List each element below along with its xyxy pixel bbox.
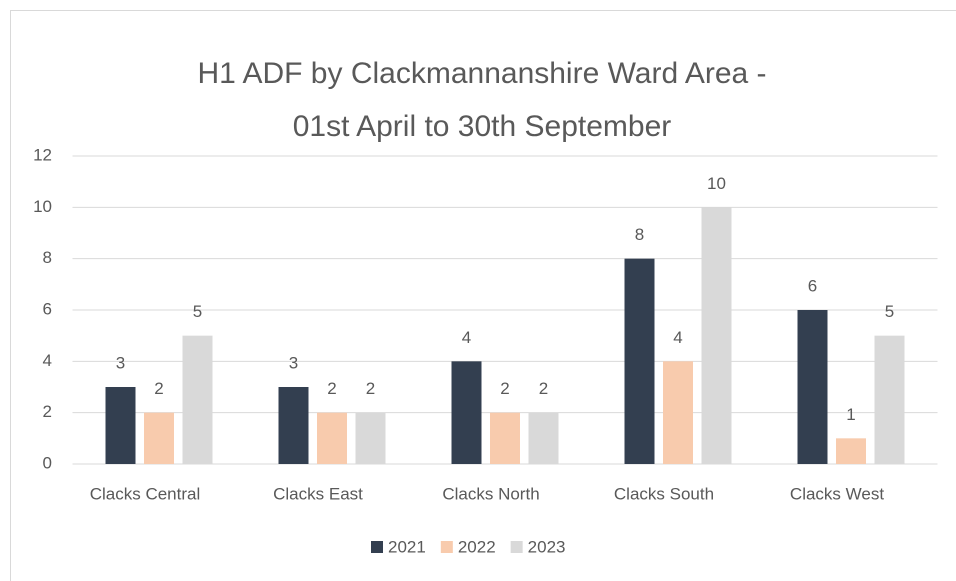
y-tick-label: 10 xyxy=(33,197,52,216)
bar xyxy=(663,361,693,464)
bar xyxy=(490,412,520,464)
data-label: 10 xyxy=(707,174,726,193)
chart-title: H1 ADF by Clackmannanshire Ward Area - xyxy=(197,57,766,90)
data-label: 2 xyxy=(327,379,336,398)
y-tick-label: 4 xyxy=(43,351,52,370)
bar xyxy=(874,335,905,464)
bar xyxy=(105,387,136,464)
data-label: 6 xyxy=(808,276,817,295)
data-label: 2 xyxy=(154,379,163,398)
data-label: 4 xyxy=(462,328,471,347)
bar xyxy=(144,412,174,464)
x-tick-label: Clacks West xyxy=(790,484,884,503)
y-tick-label: 12 xyxy=(33,145,52,164)
chart-border xyxy=(10,10,956,581)
legend-label: 2021 xyxy=(388,537,426,556)
legend-label: 2022 xyxy=(458,537,496,556)
bar xyxy=(836,438,866,464)
x-tick-label: Clacks South xyxy=(614,484,714,503)
y-tick-label: 0 xyxy=(43,453,52,472)
data-label: 5 xyxy=(885,302,894,321)
bar xyxy=(624,258,655,464)
legend-swatch xyxy=(440,541,453,553)
data-label: 2 xyxy=(539,379,548,398)
y-tick-label: 8 xyxy=(43,248,52,267)
chart-title: 01st April to 30th September xyxy=(293,110,672,143)
data-label: 1 xyxy=(846,405,855,424)
data-label: 3 xyxy=(289,353,298,372)
data-label: 5 xyxy=(193,302,202,321)
bar xyxy=(355,412,386,464)
data-label: 2 xyxy=(366,379,375,398)
data-label: 2 xyxy=(500,379,509,398)
bar xyxy=(278,387,309,464)
x-tick-label: Clacks Central xyxy=(90,484,201,503)
bar xyxy=(797,310,828,464)
legend-swatch xyxy=(371,541,383,553)
bar xyxy=(528,412,559,464)
x-tick-label: Clacks North xyxy=(442,484,539,503)
y-tick-label: 2 xyxy=(43,402,52,421)
data-label: 8 xyxy=(635,225,644,244)
legend-swatch xyxy=(510,541,523,553)
y-tick-label: 6 xyxy=(43,299,52,318)
data-label: 3 xyxy=(116,353,125,372)
bar xyxy=(182,335,213,464)
data-label: 4 xyxy=(673,328,682,347)
legend-label: 2023 xyxy=(528,537,566,556)
bar xyxy=(701,207,732,465)
x-tick-label: Clacks East xyxy=(273,484,363,503)
bar xyxy=(317,412,347,464)
bar xyxy=(451,361,482,464)
